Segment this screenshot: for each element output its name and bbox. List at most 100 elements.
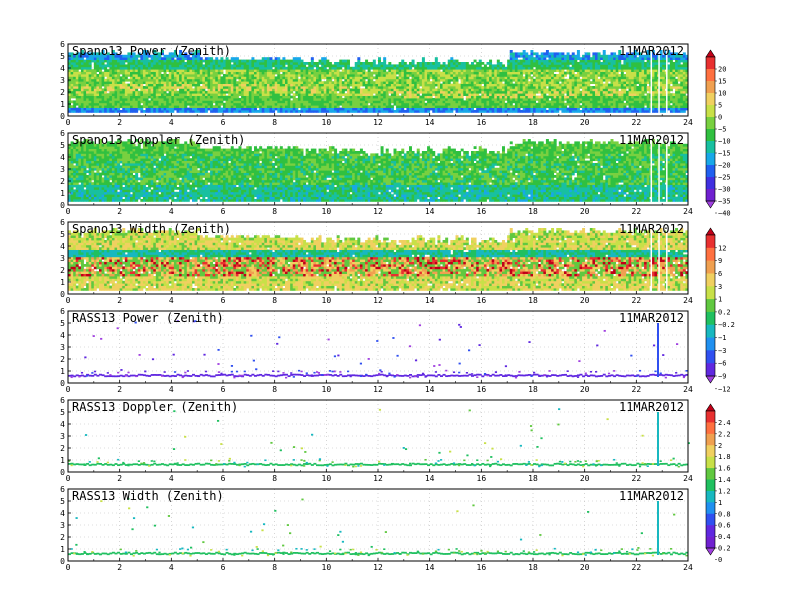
heatmap-cell [633,50,637,53]
heatmap-cell [73,57,77,60]
heatmap-cell [117,64,121,68]
heatmap-cell [631,64,635,68]
heatmap-cell [181,59,185,63]
heatmap-cell [592,100,596,104]
heatmap-cell [285,71,288,75]
heatmap-cell [452,76,456,80]
heatmap-cell [589,69,593,72]
heatmap-cell [411,86,415,89]
heatmap-cell [390,110,394,113]
heatmap-cell [297,110,301,113]
heatmap-cell [220,100,224,104]
heatmap-cell [122,71,126,75]
heatmap-cell [574,78,578,82]
heatmap-cell [254,100,257,104]
heatmap-cell [266,59,270,63]
heatmap-cell [419,110,423,113]
heatmap-cell [305,83,309,87]
heatmap-cell [328,78,332,82]
heatmap-cell [189,62,193,65]
heatmap-cell [171,90,175,94]
heatmap-cell [248,64,252,68]
heatmap-cell [130,107,133,111]
heatmap-cell [576,54,580,58]
heatmap-cell [615,93,619,96]
heatmap-cell [491,98,495,101]
heatmap-cell [458,76,462,80]
heatmap-cell [277,86,281,89]
heatmap-cell [326,88,330,92]
heatmap-cell [579,74,583,77]
heatmap-cell [274,100,278,104]
heatmap-cell [93,95,97,99]
heatmap-cell [292,71,296,75]
heatmap-cell [328,76,332,80]
heatmap-cell [93,62,97,65]
heatmap-cell [145,50,149,53]
heatmap-cell [597,81,601,84]
heatmap-cell [269,83,273,87]
heatmap-cell [525,69,529,72]
heatmap-cell [419,66,423,70]
heatmap-cell [494,93,498,96]
heatmap-cell [119,102,123,106]
heatmap-cell [321,69,325,72]
heatmap-cell [465,81,469,84]
heatmap-cell [161,74,164,77]
heatmap-cell [543,110,547,113]
heatmap-cell [305,78,309,82]
heatmap-cell [106,93,110,96]
heatmap-cell [73,93,77,96]
heatmap-cell [111,107,115,111]
heatmap-cell [241,98,245,101]
heatmap-cell [287,86,291,89]
heatmap-cell [592,71,596,75]
heatmap-cell [223,102,226,106]
heatmap-cell [290,107,294,111]
heatmap-cell [119,62,123,65]
heatmap-cell [512,90,516,94]
heatmap-cell [104,88,108,92]
heatmap-cell [468,110,472,113]
heatmap-cell [287,62,291,65]
heatmap-cell [127,110,131,113]
heatmap-cell [349,95,353,99]
heatmap-cell [359,69,363,72]
heatmap-cell [344,83,348,87]
heatmap-cell [264,90,268,94]
heatmap-cell [440,86,443,89]
heatmap-cell [378,74,381,77]
heatmap-cell [452,69,456,72]
heatmap-cell [551,86,555,89]
heatmap-cell [592,76,596,80]
heatmap-cell [564,54,567,58]
heatmap-cell [401,88,405,92]
heatmap-cell [602,66,606,70]
heatmap-cell [370,95,374,99]
heatmap-cell [483,110,487,113]
heatmap-cell [494,66,498,70]
heatmap-cell [292,78,296,82]
heatmap-cell [99,100,102,104]
heatmap-cell [305,107,309,111]
heatmap-cell [282,74,286,77]
heatmap-cell [362,76,366,80]
heatmap-cell [628,57,632,60]
heatmap-cell [83,102,87,106]
heatmap-cell [197,98,201,101]
heatmap-cell [602,59,606,63]
heatmap-cell [545,90,549,94]
heatmap-cell [215,90,219,94]
heatmap-cell [192,98,195,101]
heatmap-cell [122,78,126,82]
heatmap-cell [362,90,366,94]
heatmap-cell [481,71,485,75]
heatmap-cell [520,74,524,77]
heatmap-cell [282,86,286,89]
heatmap-cell [517,90,521,94]
heatmap-cell [91,54,95,58]
heatmap-cell [282,90,286,94]
heatmap-cell [514,74,518,77]
heatmap-cell [491,74,495,77]
heatmap-cell [80,81,84,84]
